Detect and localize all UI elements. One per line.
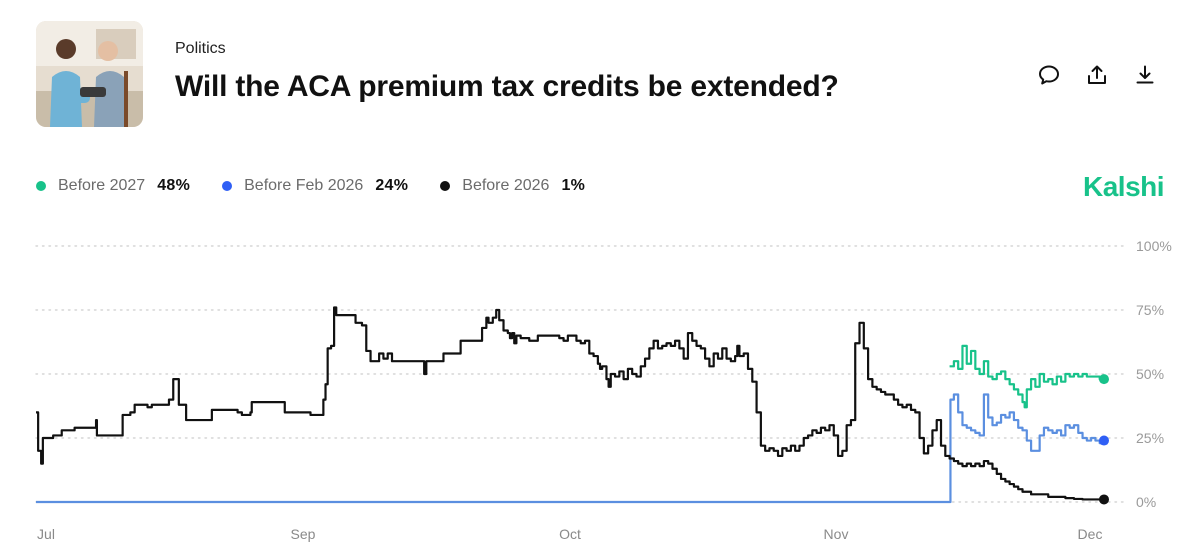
download-button[interactable] <box>1132 62 1158 88</box>
series-end-dot <box>1099 494 1109 505</box>
legend-item-before-2027[interactable]: Before 2027 48% <box>36 177 190 195</box>
share-button[interactable] <box>1084 62 1110 88</box>
y-tick-label: 100% <box>1136 238 1172 254</box>
chart-legend: Before 2027 48% Before Feb 2026 24% Befo… <box>36 177 617 195</box>
series-end-dot <box>1099 374 1109 385</box>
chart-series <box>36 306 1106 504</box>
header-actions <box>1036 62 1158 88</box>
legend-value: 24% <box>375 177 409 194</box>
chart-grid <box>35 245 1129 503</box>
y-tick-label: 0% <box>1136 494 1156 510</box>
x-tick-label: Jul <box>37 526 55 542</box>
x-axis: Jul Sep Oct Nov Dec <box>37 526 1102 542</box>
kalshi-logo[interactable]: Kalshi <box>1083 171 1165 202</box>
market-title: Will the ACA premium tax credits be exte… <box>175 70 839 103</box>
legend-value: 48% <box>157 177 191 194</box>
x-tick-label: Nov <box>824 526 849 542</box>
legend-dot <box>222 181 233 191</box>
legend-dot <box>36 181 46 191</box>
share-icon <box>1088 65 1106 84</box>
nurse-with-elderly-patient-photo <box>36 21 143 127</box>
x-tick-label: Dec <box>1078 526 1103 542</box>
legend-label: Before 2026 <box>462 177 550 194</box>
download-icon <box>1136 65 1154 84</box>
legend-label: Before 2027 <box>58 177 146 194</box>
legend-label: Before Feb 2026 <box>244 177 364 194</box>
legend-item-before-feb-2026[interactable]: Before Feb 2026 24% <box>222 177 408 195</box>
x-tick-label: Oct <box>559 526 581 542</box>
y-tick-label: 50% <box>1136 366 1164 382</box>
series-line-before-2027[interactable] <box>949 344 1104 409</box>
legend-value: 1% <box>561 177 586 194</box>
series-line-before-feb-2026[interactable] <box>36 393 1106 504</box>
chart-end-markers <box>1099 374 1109 505</box>
x-tick-label: Sep <box>291 526 316 542</box>
comment-icon <box>1039 65 1059 85</box>
series-end-dot <box>1099 435 1109 446</box>
market-thumbnail <box>36 21 143 127</box>
legend-item-before-2026[interactable]: Before 2026 1% <box>440 177 585 195</box>
y-tick-label: 25% <box>1136 430 1164 446</box>
series-line-before-2026[interactable] <box>36 306 1104 501</box>
y-tick-label: 75% <box>1136 302 1164 318</box>
comment-button[interactable] <box>1036 62 1062 88</box>
y-axis: 100% 75% 50% 25% 0% <box>1136 238 1172 510</box>
legend-dot <box>440 181 451 191</box>
market-category[interactable]: Politics <box>175 40 226 57</box>
